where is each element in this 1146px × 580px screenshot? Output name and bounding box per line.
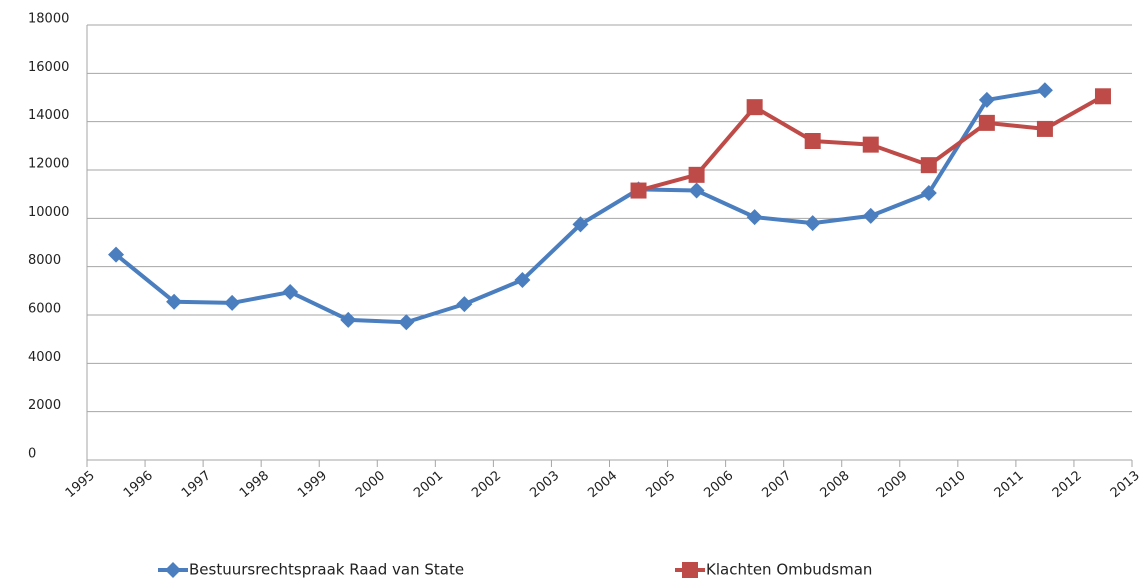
x-tick-label: 2008 <box>818 468 853 501</box>
marker <box>165 562 181 578</box>
marker <box>630 182 647 199</box>
marker <box>456 296 473 313</box>
marker <box>978 114 995 131</box>
marker <box>804 215 821 232</box>
x-tick-label: 2001 <box>411 468 446 501</box>
marker <box>978 91 995 108</box>
x-tick-label: 2004 <box>585 468 620 501</box>
marker <box>166 293 183 310</box>
y-tick-label: 6000 <box>28 302 61 317</box>
marker <box>1036 120 1053 137</box>
y-tick-label: 12000 <box>28 157 69 172</box>
marker <box>1094 88 1111 105</box>
x-tick-label: 2013 <box>1108 468 1143 501</box>
x-tick-label: 2009 <box>876 468 911 501</box>
series-line <box>114 88 1046 325</box>
marker <box>1036 82 1053 99</box>
x-tick-label: 2000 <box>353 468 388 501</box>
y-tick-label: 2000 <box>28 398 61 413</box>
y-tick-label: 16000 <box>28 60 69 75</box>
y-tick-label: 14000 <box>28 108 69 123</box>
x-tick-label: 2012 <box>1050 468 1085 501</box>
x-tick-label: 2006 <box>701 468 736 501</box>
x-tick-label: 1999 <box>295 468 330 501</box>
y-tick-label: 0 <box>28 447 36 462</box>
marker <box>746 209 763 226</box>
x-tick-label: 2003 <box>527 468 562 501</box>
y-tick-label: 8000 <box>28 253 61 268</box>
y-tick-label: 10000 <box>28 205 69 220</box>
marker <box>688 182 705 199</box>
x-tick-label: 1997 <box>179 468 214 501</box>
legend-label: Bestuursrechtspraak Raad van State <box>189 561 464 579</box>
marker <box>514 271 531 288</box>
marker <box>682 562 698 578</box>
x-tick-label: 1998 <box>237 468 272 501</box>
marker <box>224 294 241 311</box>
x-tick-label: 2005 <box>643 468 678 501</box>
marker <box>688 166 705 183</box>
marker <box>746 99 763 116</box>
marker <box>340 311 357 328</box>
marker <box>398 314 415 331</box>
y-tick-label: 4000 <box>28 350 61 365</box>
x-tick-label: 1996 <box>121 468 156 501</box>
marker <box>862 136 879 153</box>
marker <box>572 216 589 233</box>
y-tick-label: 18000 <box>28 12 69 27</box>
marker <box>804 133 821 149</box>
x-tick-label: 2007 <box>759 468 794 501</box>
marker <box>862 207 879 224</box>
marker <box>920 157 937 174</box>
x-tick-label: 1995 <box>63 468 98 501</box>
x-tick-label: 2002 <box>469 468 504 501</box>
marker <box>108 246 125 263</box>
x-tick-label: 2011 <box>992 468 1027 501</box>
legend-label: Klachten Ombudsman <box>706 561 872 579</box>
x-tick-label: 2010 <box>934 468 969 501</box>
marker <box>920 184 937 201</box>
marker <box>282 284 299 301</box>
